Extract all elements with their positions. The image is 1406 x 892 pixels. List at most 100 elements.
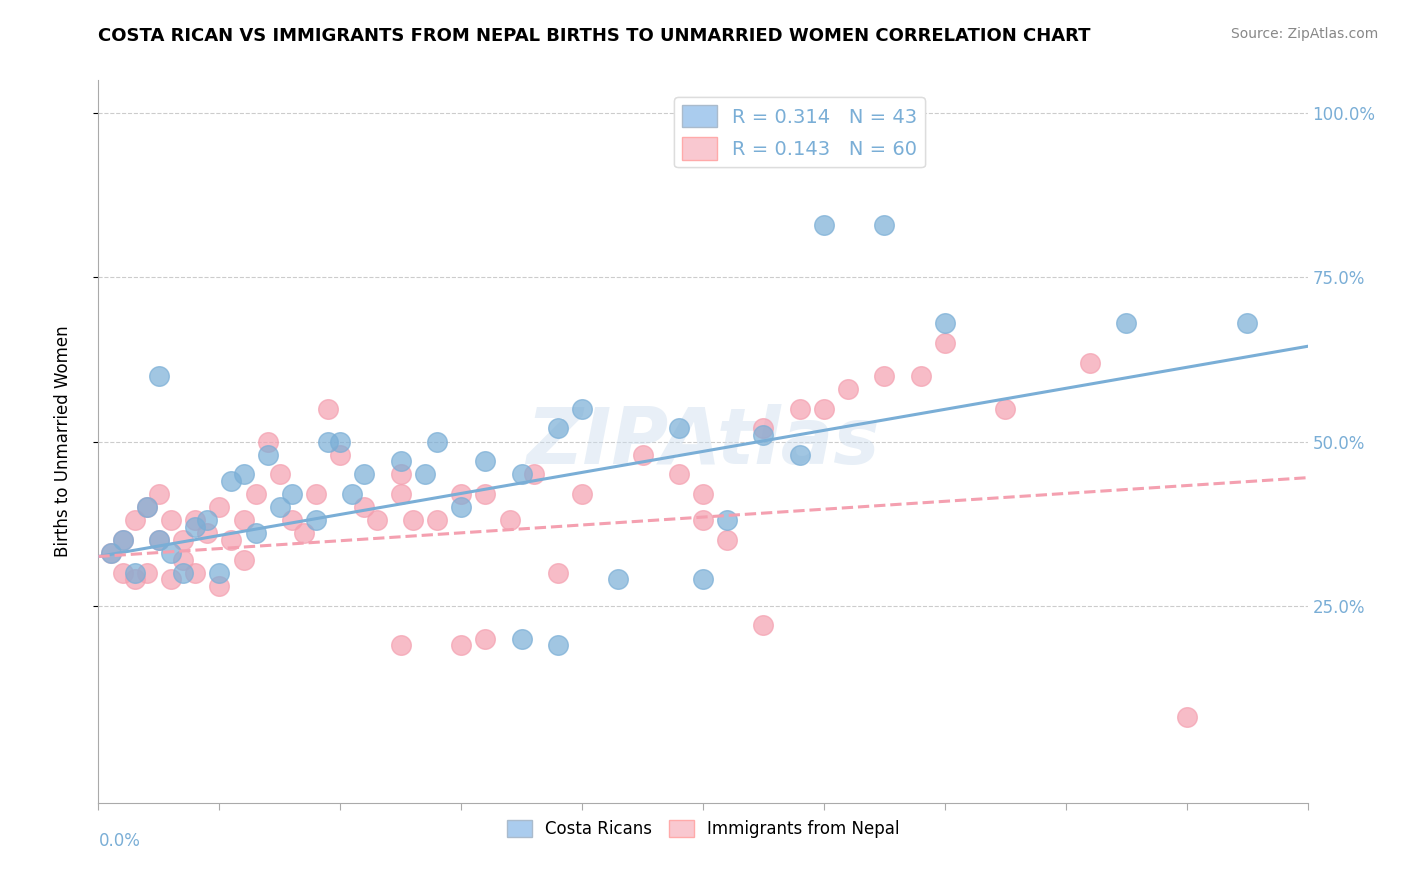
- Point: [1236, 316, 1258, 330]
- Point: [160, 546, 183, 560]
- Point: [208, 566, 231, 580]
- Point: [342, 487, 364, 501]
- Y-axis label: Births to Unmarried Women: Births to Unmarried Women: [53, 326, 72, 558]
- Point: [873, 368, 896, 383]
- Point: [221, 533, 243, 547]
- Point: [389, 638, 412, 652]
- Point: [523, 467, 546, 482]
- Point: [148, 533, 170, 547]
- Point: [873, 218, 896, 232]
- Point: [450, 638, 472, 652]
- Point: [148, 368, 170, 383]
- Point: [292, 526, 315, 541]
- Point: [571, 487, 593, 501]
- Point: [232, 553, 254, 567]
- Text: COSTA RICAN VS IMMIGRANTS FROM NEPAL BIRTHS TO UNMARRIED WOMEN CORRELATION CHART: COSTA RICAN VS IMMIGRANTS FROM NEPAL BIR…: [98, 27, 1091, 45]
- Point: [316, 401, 339, 416]
- Point: [195, 513, 218, 527]
- Point: [148, 533, 170, 547]
- Point: [692, 573, 714, 587]
- Point: [716, 513, 738, 527]
- Point: [752, 421, 775, 435]
- Point: [316, 434, 339, 449]
- Point: [148, 487, 170, 501]
- Point: [1078, 356, 1101, 370]
- Point: [281, 513, 304, 527]
- Point: [232, 467, 254, 482]
- Point: [281, 487, 304, 501]
- Point: [631, 448, 654, 462]
- Point: [498, 513, 520, 527]
- Point: [426, 434, 449, 449]
- Point: [195, 526, 218, 541]
- Point: [450, 500, 472, 515]
- Point: [510, 467, 533, 482]
- Point: [366, 513, 388, 527]
- Point: [353, 467, 375, 482]
- Point: [837, 382, 859, 396]
- Point: [547, 421, 569, 435]
- Point: [752, 618, 775, 632]
- Point: [1175, 710, 1198, 724]
- Point: [789, 448, 811, 462]
- Point: [208, 579, 231, 593]
- Point: [124, 566, 146, 580]
- Point: [111, 533, 134, 547]
- Point: [100, 546, 122, 560]
- Point: [692, 513, 714, 527]
- Point: [668, 421, 690, 435]
- Point: [934, 336, 956, 351]
- Point: [934, 316, 956, 330]
- Text: Source: ZipAtlas.com: Source: ZipAtlas.com: [1230, 27, 1378, 41]
- Point: [994, 401, 1017, 416]
- Point: [269, 467, 291, 482]
- Text: ZIPAtlas: ZIPAtlas: [526, 403, 880, 480]
- Point: [402, 513, 425, 527]
- Point: [752, 428, 775, 442]
- Point: [389, 467, 412, 482]
- Point: [692, 487, 714, 501]
- Point: [124, 513, 146, 527]
- Point: [426, 513, 449, 527]
- Point: [232, 513, 254, 527]
- Point: [389, 487, 412, 501]
- Point: [221, 474, 243, 488]
- Point: [111, 533, 134, 547]
- Point: [450, 487, 472, 501]
- Point: [305, 513, 328, 527]
- Point: [135, 500, 157, 515]
- Point: [547, 638, 569, 652]
- Point: [813, 218, 835, 232]
- Point: [100, 546, 122, 560]
- Point: [329, 448, 352, 462]
- Point: [184, 513, 207, 527]
- Point: [910, 368, 932, 383]
- Point: [571, 401, 593, 416]
- Point: [245, 526, 267, 541]
- Point: [474, 632, 496, 646]
- Point: [160, 573, 183, 587]
- Point: [668, 467, 690, 482]
- Point: [329, 434, 352, 449]
- Point: [172, 553, 194, 567]
- Point: [305, 487, 328, 501]
- Point: [510, 632, 533, 646]
- Point: [111, 566, 134, 580]
- Legend: R = 0.314   N = 43, R = 0.143   N = 60: R = 0.314 N = 43, R = 0.143 N = 60: [673, 97, 925, 168]
- Point: [256, 434, 278, 449]
- Point: [172, 533, 194, 547]
- Point: [353, 500, 375, 515]
- Point: [474, 454, 496, 468]
- Point: [245, 487, 267, 501]
- Point: [184, 566, 207, 580]
- Point: [1115, 316, 1137, 330]
- Point: [172, 566, 194, 580]
- Point: [547, 566, 569, 580]
- Point: [413, 467, 436, 482]
- Point: [135, 500, 157, 515]
- Point: [607, 573, 630, 587]
- Text: 0.0%: 0.0%: [98, 831, 141, 850]
- Point: [256, 448, 278, 462]
- Point: [124, 573, 146, 587]
- Point: [474, 487, 496, 501]
